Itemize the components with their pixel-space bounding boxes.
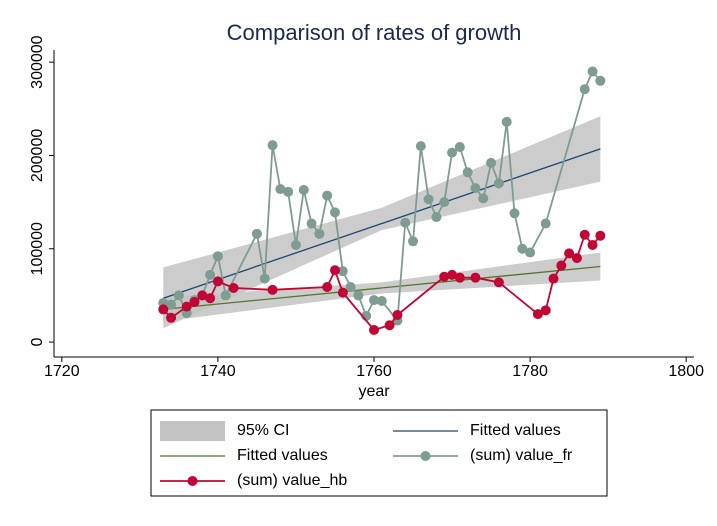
data-point bbox=[447, 269, 458, 280]
data-point bbox=[205, 293, 216, 304]
data-point bbox=[470, 183, 481, 194]
data-point bbox=[431, 212, 442, 223]
data-point bbox=[251, 228, 262, 239]
series-line bbox=[163, 69, 602, 323]
data-point bbox=[376, 296, 387, 307]
legend-label: Fitted values bbox=[237, 447, 328, 464]
data-point bbox=[556, 260, 567, 271]
legend bbox=[150, 409, 608, 497]
data-point bbox=[540, 218, 551, 229]
data-point bbox=[579, 84, 590, 95]
data-point bbox=[587, 66, 598, 77]
data-point bbox=[329, 207, 340, 218]
data-point bbox=[540, 305, 551, 316]
legend-swatch bbox=[160, 421, 225, 441]
data-point bbox=[462, 167, 473, 178]
data-point bbox=[439, 271, 450, 282]
data-point bbox=[259, 273, 270, 284]
legend-label: (sum) value_fr bbox=[470, 447, 573, 464]
data-point bbox=[384, 320, 395, 331]
data-point bbox=[439, 197, 450, 208]
legend-label: 95% CI bbox=[237, 422, 289, 439]
data-point bbox=[283, 186, 294, 197]
data-point bbox=[212, 251, 223, 262]
data-point bbox=[290, 240, 301, 251]
data-point bbox=[181, 301, 192, 312]
data-point bbox=[267, 284, 278, 295]
data-point bbox=[173, 290, 184, 301]
x-axis-label: year bbox=[358, 383, 390, 400]
data-point bbox=[267, 140, 278, 151]
data-point bbox=[392, 310, 403, 321]
ci-band bbox=[163, 252, 601, 322]
data-point bbox=[166, 299, 177, 310]
data-point bbox=[509, 208, 520, 219]
data-point bbox=[369, 324, 379, 335]
data-point bbox=[322, 282, 333, 293]
data-point bbox=[329, 265, 340, 276]
data-point bbox=[454, 142, 465, 153]
data-point bbox=[571, 253, 582, 264]
data-point bbox=[532, 309, 543, 320]
data-point bbox=[220, 290, 231, 301]
data-point bbox=[275, 184, 286, 195]
data-point bbox=[345, 282, 356, 293]
legend-label: Fitted values bbox=[470, 422, 561, 439]
data-point bbox=[595, 230, 606, 241]
data-point bbox=[595, 75, 606, 86]
legend-marker bbox=[187, 476, 198, 486]
legend-marker bbox=[420, 451, 431, 461]
data-point bbox=[423, 194, 434, 205]
data-point bbox=[400, 217, 411, 228]
x-tick-label: 1720 bbox=[44, 363, 80, 380]
data-point bbox=[415, 141, 426, 152]
data-point bbox=[408, 236, 419, 247]
y-tick-label: 300000 bbox=[29, 35, 46, 88]
data-point bbox=[158, 304, 169, 315]
data-point bbox=[447, 147, 458, 158]
data-point bbox=[470, 272, 481, 283]
data-point bbox=[189, 296, 200, 307]
fit-line bbox=[163, 265, 601, 311]
data-point bbox=[486, 157, 497, 168]
x-tick-label: 1740 bbox=[200, 363, 236, 380]
data-point bbox=[493, 277, 504, 288]
data-point bbox=[579, 229, 590, 240]
data-point bbox=[353, 290, 364, 301]
x-tick-label: 1760 bbox=[356, 363, 392, 380]
data-point bbox=[478, 193, 489, 204]
data-point bbox=[298, 184, 309, 195]
y-tick-label: 100000 bbox=[29, 222, 46, 275]
data-point bbox=[454, 272, 465, 283]
data-point bbox=[166, 312, 177, 323]
data-point bbox=[197, 290, 208, 301]
x-tick-label: 1800 bbox=[668, 363, 704, 380]
data-point bbox=[337, 266, 348, 277]
data-point bbox=[517, 243, 528, 254]
y-tick-label: 200000 bbox=[29, 129, 46, 182]
data-point bbox=[525, 247, 536, 258]
data-point bbox=[493, 178, 504, 189]
data-point bbox=[205, 269, 216, 280]
ci-band bbox=[163, 116, 601, 329]
data-point bbox=[322, 190, 333, 201]
data-point bbox=[306, 218, 317, 229]
y-tick-label: 0 bbox=[29, 338, 46, 347]
data-point bbox=[337, 287, 348, 298]
data-point bbox=[212, 276, 223, 287]
data-point bbox=[564, 248, 575, 259]
x-tick-label: 1780 bbox=[512, 363, 548, 380]
chart-title: Comparison of rates of growth bbox=[227, 20, 522, 45]
data-point bbox=[314, 228, 325, 239]
data-point bbox=[228, 282, 239, 293]
data-point bbox=[369, 295, 379, 306]
data-point bbox=[587, 240, 598, 251]
data-point bbox=[548, 273, 559, 284]
data-point bbox=[501, 116, 512, 127]
legend-label: (sum) value_hb bbox=[237, 472, 347, 489]
